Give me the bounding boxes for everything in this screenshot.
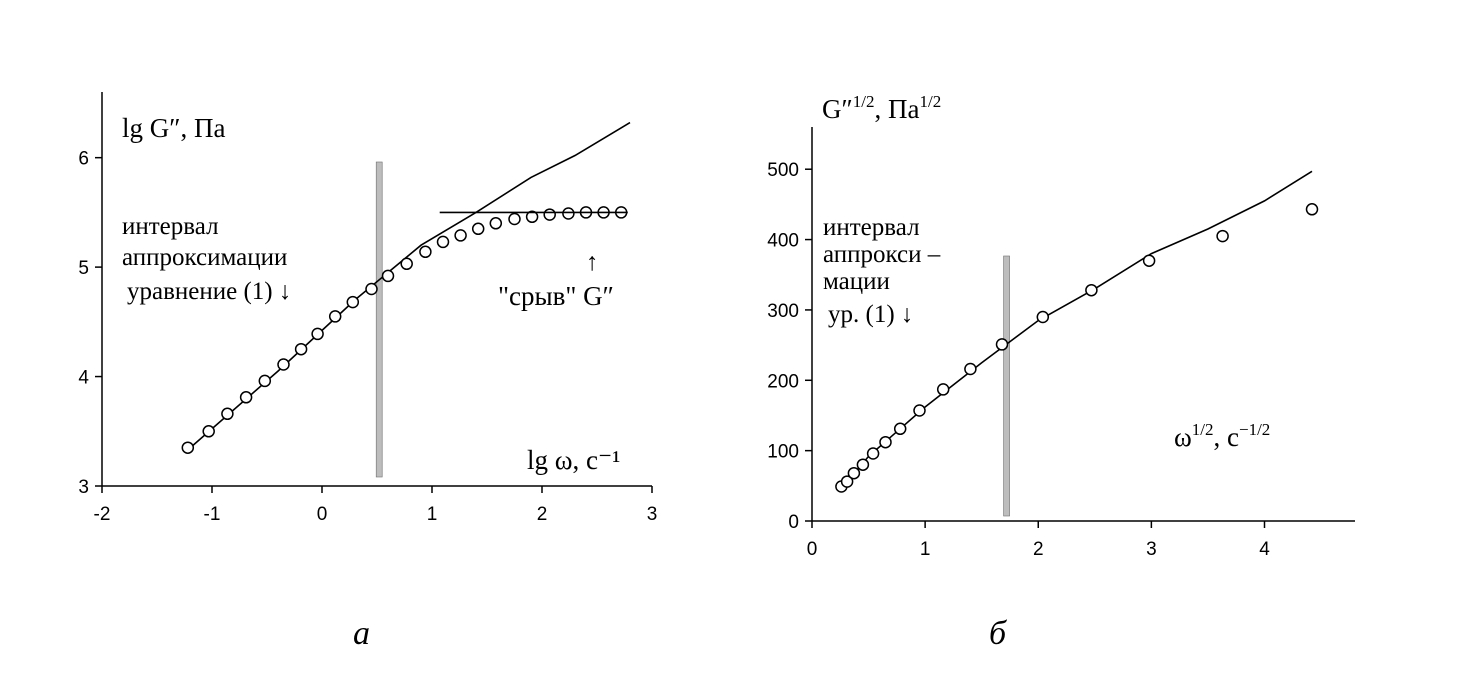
panel-b-interval-text-4: ур. (1) ↓	[828, 301, 913, 328]
panel-a-x-tick-label: -1	[204, 504, 221, 525]
panel-a-interval-text-1: интервал	[122, 213, 219, 240]
panel-b-data-point	[1216, 229, 1229, 243]
panel-a-data-point	[294, 342, 308, 356]
panel-a-x-tick-label: 3	[647, 504, 658, 525]
panel-b-interval-text-1: интервал	[823, 214, 920, 241]
panel-a-interval-text-2: аппроксимации	[122, 244, 287, 271]
panel-a-breakdown-arrow: ↑	[586, 249, 599, 276]
panel-a-y-axis-label: lg G″, Па	[122, 113, 225, 143]
panel-b-x-tick-label: 0	[807, 539, 818, 560]
panel-b-interval-text-3: мации	[823, 268, 890, 295]
panel-b-caption: б	[989, 615, 1008, 652]
panel-b-data-point	[936, 383, 950, 396]
panel-b-x-tick-label: 1	[920, 539, 931, 560]
panel-a-data-point	[181, 441, 195, 454]
panel-b-ylabel-unit-exp: 1/2	[919, 92, 941, 111]
panel-b-y-tick-label: 300	[767, 301, 799, 322]
panel-a-data-point	[328, 310, 342, 323]
panel-b-series	[835, 170, 1319, 493]
panel-a-y-tick-label: 4	[78, 368, 89, 389]
panel-b-data-point	[1085, 283, 1098, 297]
panel-a-data-point	[419, 245, 432, 259]
panel-a-series	[181, 121, 631, 454]
panel-a-x-tick-label: 0	[317, 504, 328, 525]
panel-b-data-point	[1305, 203, 1319, 216]
panel-a-breakdown-label: "срыв" G″	[498, 281, 614, 311]
panel-a-data-point	[454, 229, 467, 242]
panel-a-data-point	[471, 222, 485, 236]
panel-b-y-axis-label: G″1/2, Па1/2	[822, 92, 941, 124]
panel-a-data-point	[346, 295, 360, 309]
panel-b-interval-band	[1003, 255, 1010, 517]
panel-a-x-tick-label: -2	[94, 504, 111, 525]
panel-a-data-point	[436, 235, 450, 249]
panel-a-y-tick-label: 3	[78, 477, 89, 498]
panel-a-data-point	[258, 374, 272, 388]
panel-a-interval-text-3: уравнение (1) ↓	[127, 278, 291, 305]
panel-b-x-axis-label: ω1/2, с−1/2	[1174, 420, 1270, 452]
panel-a-data-point	[525, 210, 539, 224]
panel-b-ticks: 0 1 2 3 4 0 100 200 300 400 500	[767, 160, 1270, 560]
panel-a-interval-band	[375, 161, 383, 478]
panel-a-data-point	[508, 212, 521, 226]
panel-b-ylabel-exp: 1/2	[853, 92, 875, 111]
panel-b-x-tick-label: 2	[1033, 539, 1044, 560]
panel-b-data-point	[840, 475, 854, 488]
panel-b-xlabel-unit: , с	[1214, 422, 1240, 452]
panel-a-y-tick-label: 6	[78, 149, 89, 170]
panel-b-data-point	[893, 422, 907, 436]
panel-b-data-point	[856, 458, 870, 471]
panel-b-data-point	[1036, 310, 1050, 324]
panel-a-ticks: -2 -1 0 1 2 3 3 4 5 6	[78, 149, 657, 525]
panel-b-y-tick-label: 500	[767, 160, 799, 181]
panel-a-x-tick-label: 1	[427, 504, 438, 525]
panel-a-x-tick-label: 2	[537, 504, 548, 525]
panel-a-x-axis-label: lg ω, с⁻¹	[527, 445, 620, 475]
panel-b-ylabel-unit: , Па	[874, 94, 919, 124]
panel-a-data-point	[489, 217, 503, 230]
panel-b-data-point	[913, 404, 926, 417]
panel-b-data-point	[879, 435, 892, 449]
panel-a-caption: а	[353, 615, 370, 652]
panel-b-y-tick-label: 100	[767, 442, 799, 463]
panel-b-xlabel-unit-exp: −1/2	[1239, 420, 1270, 439]
panel-a: -2 -1 0 1 2 3 3 4 5 6 lg G″, Па lg ω, с⁻¹ интерва…	[78, 92, 657, 652]
panel-b-y-tick-label: 0	[788, 512, 799, 533]
panel-b-data-point	[847, 466, 861, 480]
panel-a-data-point	[381, 269, 395, 283]
panel-a-data-point	[400, 257, 413, 271]
panel-b-y-tick-label: 200	[767, 371, 799, 392]
panel-a-data-point	[202, 425, 215, 438]
panel-b-xlabel-base: ω	[1174, 422, 1192, 452]
panel-b-x-tick-label: 3	[1146, 539, 1157, 560]
panel-b-x-tick-label: 4	[1259, 539, 1270, 560]
panel-a-data-point	[311, 327, 324, 341]
panel-b-ylabel-base: G″	[822, 94, 853, 124]
panel-a-data-point	[543, 208, 556, 221]
panel-a-data-point	[365, 282, 378, 296]
panel-b-interval-text-2: аппрокси –	[823, 241, 941, 268]
panel-b-data-point	[1142, 254, 1156, 267]
panel-a-y-tick-label: 5	[78, 258, 89, 279]
panel-b-data-point	[995, 338, 1009, 351]
panel-b-y-tick-label: 400	[767, 231, 799, 252]
panel-a-data-point	[221, 407, 234, 421]
panel-a-data-point	[239, 391, 253, 404]
panel-a-series-line-0	[187, 121, 631, 451]
panel-b-xlabel-exp: 1/2	[1192, 420, 1214, 439]
panel-b-data-point	[964, 362, 977, 376]
panel-a-data-point	[277, 358, 290, 371]
panel-b-data-point	[866, 447, 880, 460]
panel-a-data-point	[562, 207, 575, 220]
